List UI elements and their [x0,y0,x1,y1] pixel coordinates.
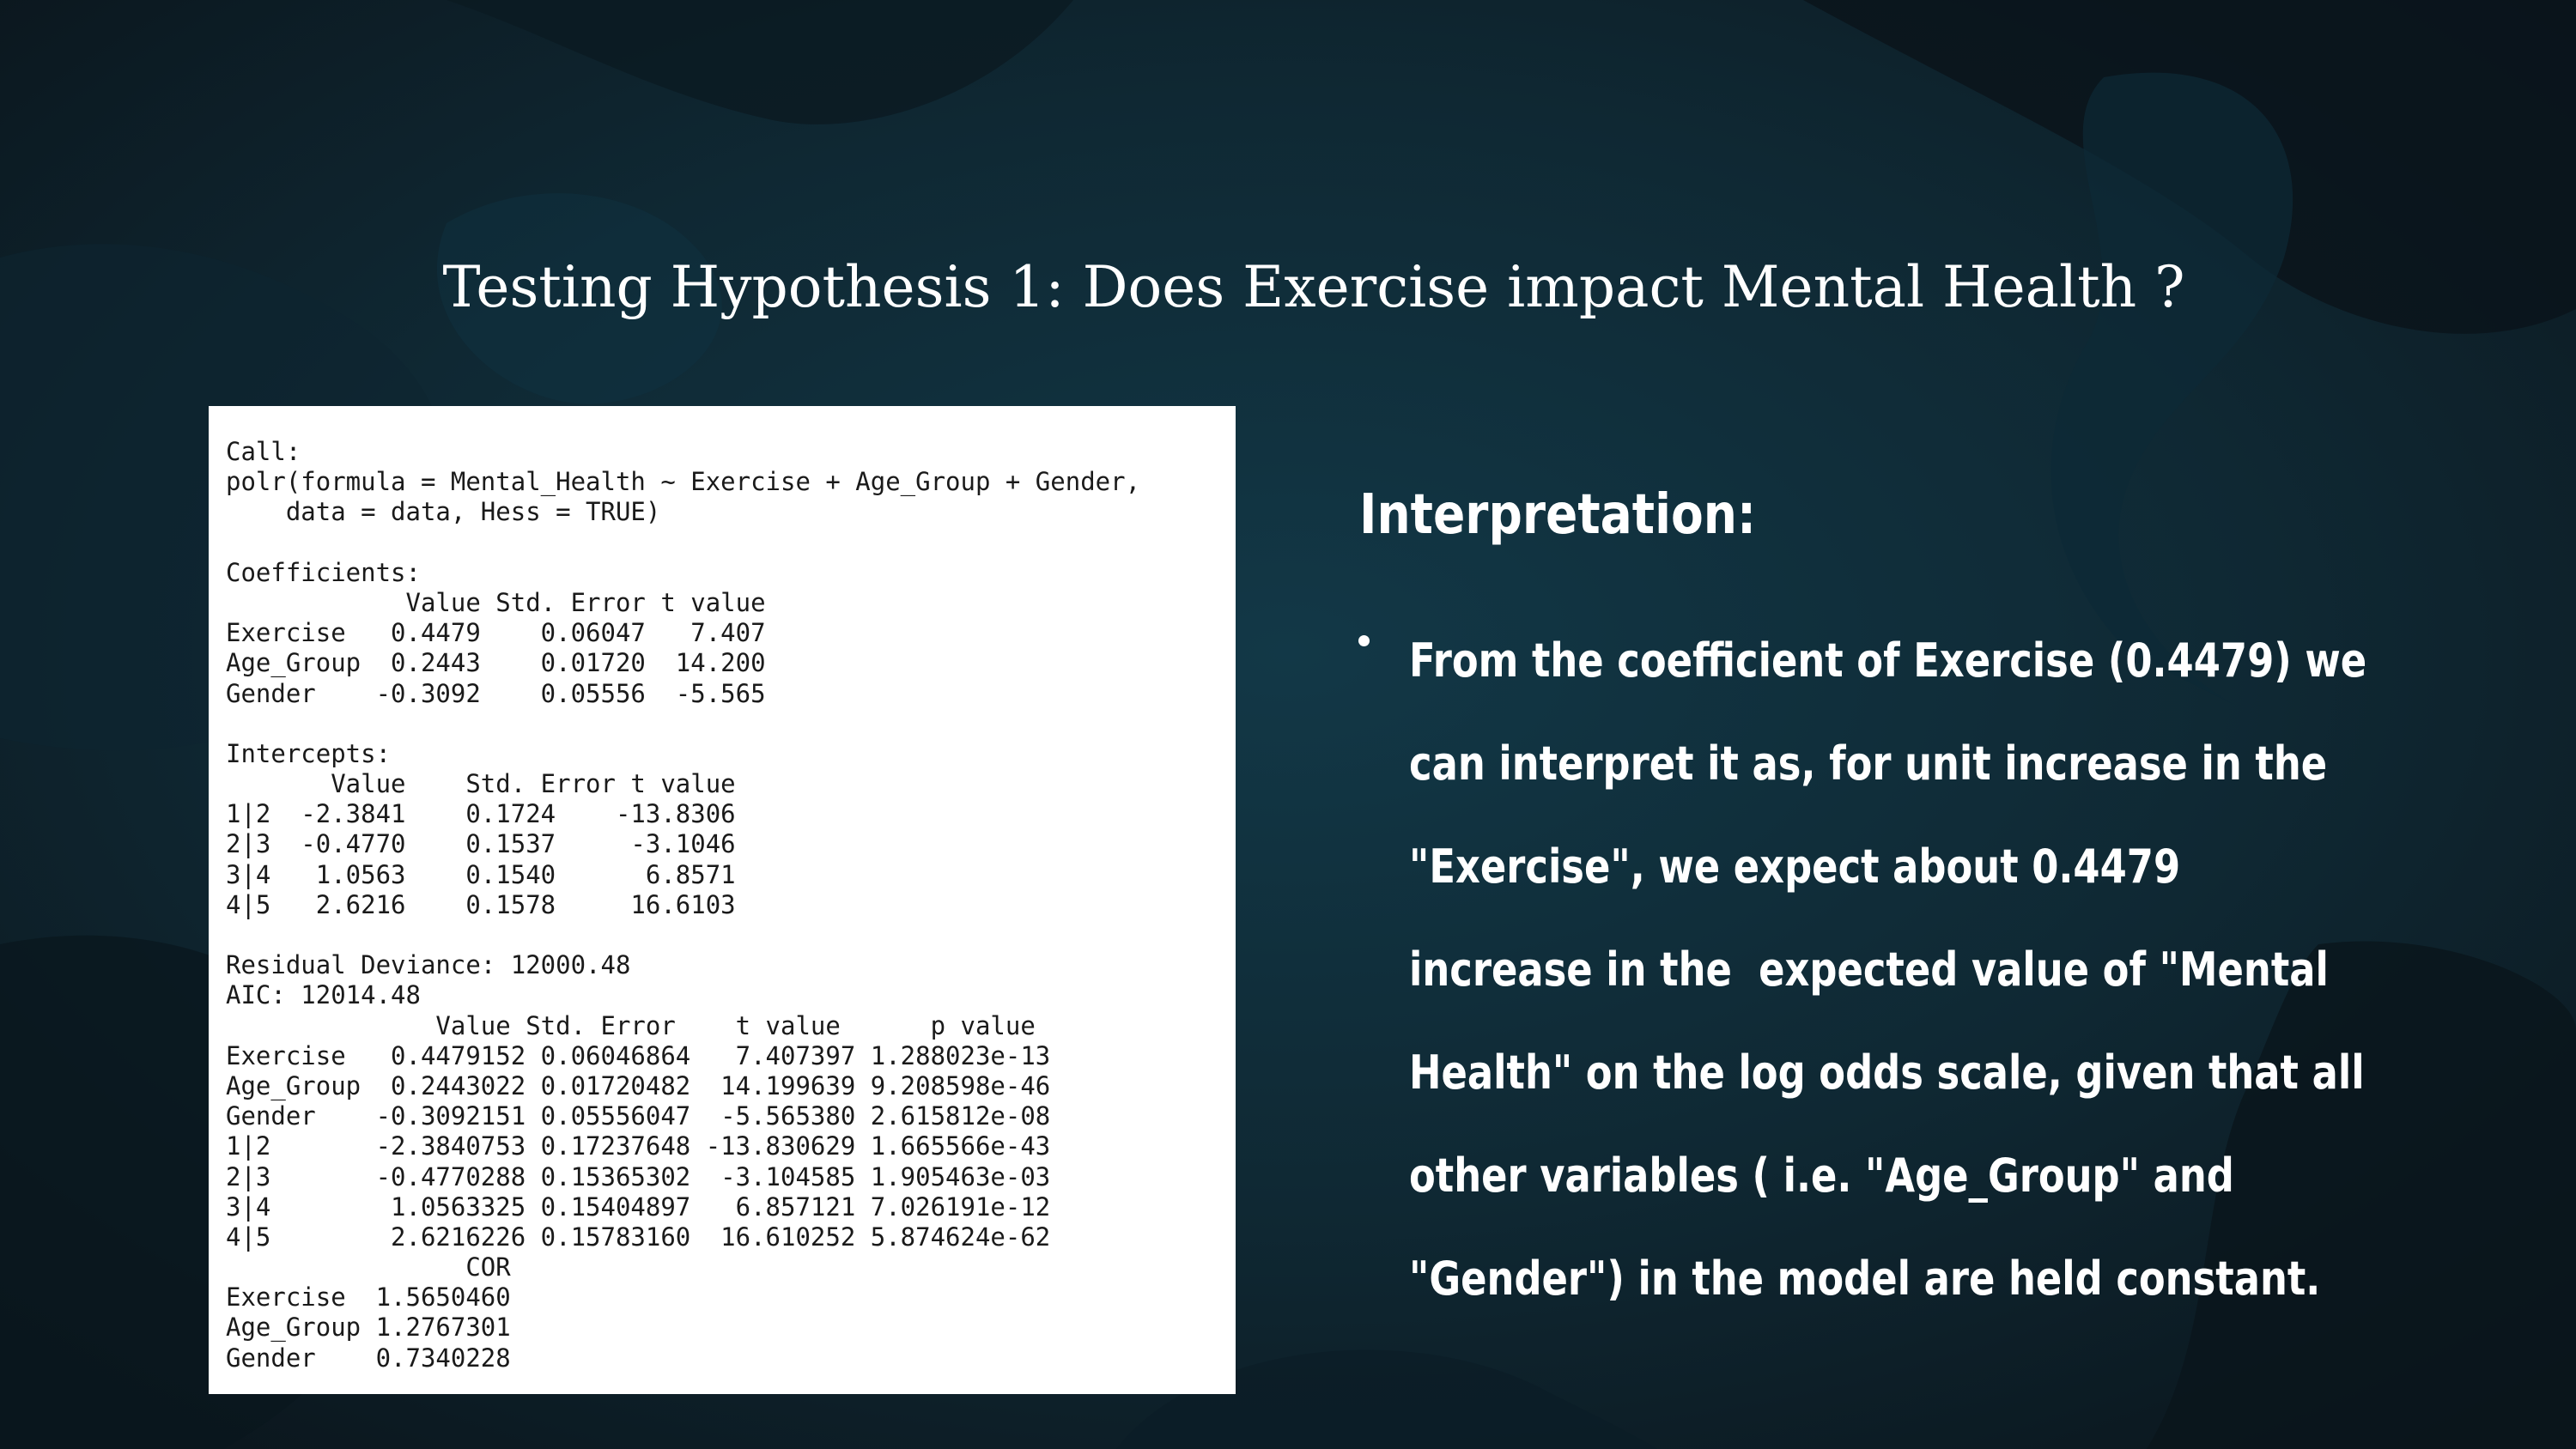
console-line: Coefficients: [226,557,421,587]
interpretation-text: From the coefficient of Exercise (0.4479… [1409,609,2366,1331]
interpretation-line: can interpret it as, for unit increase i… [1409,737,2328,791]
console-line: data = data, Hess = TRUE) [226,497,661,527]
interpretation-line: From the coefficient of Exercise (0.4479… [1409,634,2367,688]
console-line: Intercepts: [226,738,392,768]
console-line: Age_Group 0.2443 0.01720 14.200 [226,648,766,678]
console-line: 4|5 2.6216 0.1578 16.6103 [226,889,736,919]
interpretation-line: other variables ( i.e. "Age_Group" and [1409,1149,2234,1203]
console-line: Age_Group 1.2767301 [226,1313,511,1343]
interpretation-line: Health" on the log odds scale, given tha… [1409,1046,2365,1100]
console-line: polr(formula = Mental_Health ~ Exercise … [226,467,1141,497]
console-line: Gender -0.3092151 0.05556047 -5.565380 2… [226,1101,1051,1131]
console-line [226,920,1236,950]
console-line: Value Std. Error t value [226,587,766,617]
interpretation-line: "Gender") in the model are held constant… [1409,1252,2321,1306]
console-line [226,528,1236,558]
console-line [226,709,1236,739]
console-line: Gender 0.7340228 [226,1343,511,1373]
console-line: Value Std. Error t value p value [226,1010,1036,1040]
console-line: Gender -0.3092 0.05556 -5.565 [226,678,766,708]
interpretation-heading: Interpretation: [1359,483,1756,547]
console-line: 2|3 -0.4770 0.1537 -3.1046 [226,829,736,859]
interpretation-line: "Exercise", we expect about 0.4479 [1409,840,2181,894]
console-line: Age_Group 0.2443022 0.01720482 14.199639… [226,1070,1051,1100]
slide-title: Testing Hypothesis 1: Does Exercise impa… [442,254,2185,320]
console-line: AIC: 12014.48 [226,980,421,1010]
console-line: COR [226,1252,511,1282]
console-line: 3|4 1.0563325 0.15404897 6.857121 7.0261… [226,1191,1051,1222]
console-line: Call: [226,437,301,466]
console-line: Exercise 1.5650460 [226,1282,511,1313]
bullet-icon [1358,635,1370,646]
console-line: Residual Deviance: 12000.48 [226,950,631,980]
interpretation-line: increase in the expected value of "Menta… [1409,943,2329,997]
console-line: 1|2 -2.3840753 0.17237648 -13.830629 1.6… [226,1131,1051,1161]
console-line: Value Std. Error t value [226,769,736,799]
console-line: Exercise 0.4479152 0.06046864 7.407397 1… [226,1040,1051,1070]
r-console-output: Call: polr(formula = Mental_Health ~ Exer… [209,406,1236,1394]
console-line: 1|2 -2.3841 0.1724 -13.8306 [226,799,736,829]
console-line: 3|4 1.0563 0.1540 6.8571 [226,859,736,889]
console-line: 4|5 2.6216226 0.15783160 16.610252 5.874… [226,1222,1051,1252]
console-line: 2|3 -0.4770288 0.15365302 -3.104585 1.90… [226,1161,1051,1191]
console-line: Exercise 0.4479 0.06047 7.407 [226,618,766,648]
